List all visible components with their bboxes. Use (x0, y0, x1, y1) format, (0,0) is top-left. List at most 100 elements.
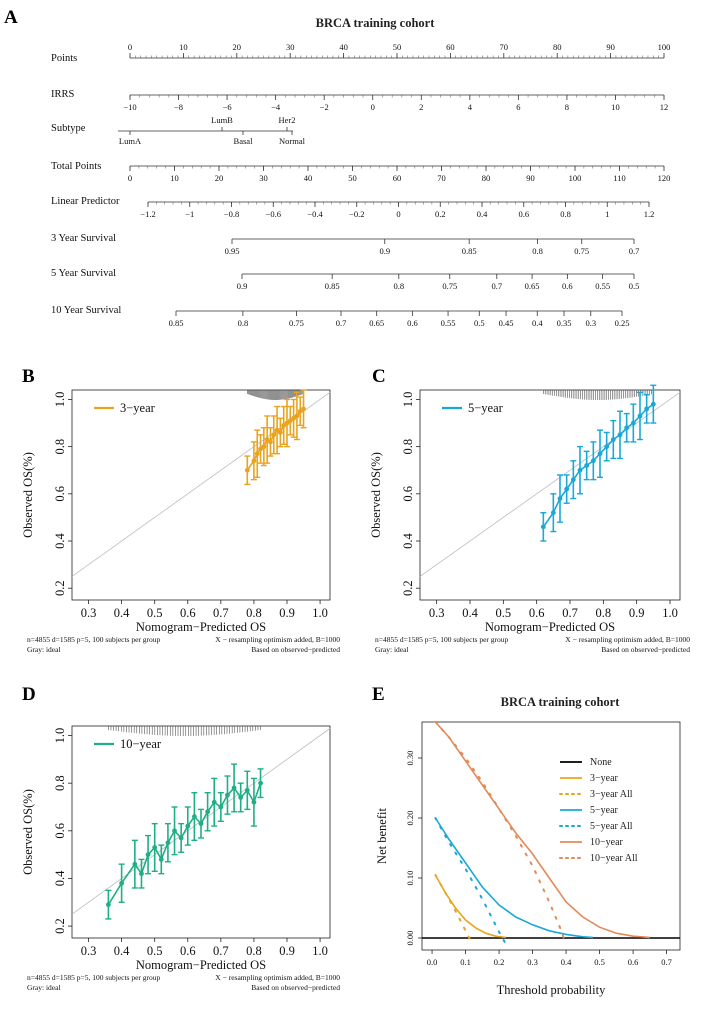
nomogram-tick-label: 0.3 (585, 318, 596, 328)
plot-frame (419, 389, 681, 601)
nomogram-tick-label: 1.2 (644, 209, 655, 219)
x-tick-label: 0.6 (180, 944, 196, 958)
dca-x-tick-label: 0.5 (594, 957, 605, 967)
nomogram-title: BRCA training cohort (316, 16, 436, 30)
nomogram-tick-label: 0.2 (435, 209, 446, 219)
nomogram-tick-label: 8 (565, 102, 569, 112)
footer-note-right-2: Based on observed−predicted (251, 645, 340, 654)
calibration-point (165, 840, 171, 846)
dca-y-tick-label: 0.00 (405, 931, 415, 946)
calibration-point (158, 856, 164, 862)
calibration-point (637, 413, 643, 419)
y-tick-label: 0.8 (401, 439, 415, 455)
footer-note-left-2: Gray: ideal (27, 983, 61, 992)
nomogram-tick-label: 80 (553, 42, 562, 52)
x-tick-label: 0.3 (429, 606, 445, 620)
nomogram-tick-label: −0.6 (266, 209, 281, 219)
nomogram-tick-label: 70 (500, 42, 509, 52)
calibration-point (258, 446, 263, 452)
calibration-point (178, 835, 184, 841)
calibration-point (225, 792, 230, 798)
nomogram-tick-label: −4 (271, 102, 281, 112)
dca-legend-label: 5−year All (590, 821, 633, 832)
dca-x-tick-label: 0.6 (628, 957, 639, 967)
subtype-level-label: LumA (119, 136, 142, 146)
x-tick-label: 1.0 (662, 606, 678, 620)
dca-legend-label: None (590, 757, 612, 768)
calibration-point (281, 422, 287, 428)
calibration-point (617, 432, 623, 438)
dca-x-tick-label: 0.0 (427, 957, 438, 967)
nomogram-tick-label: 70 (437, 173, 446, 183)
footer-note-left-2: Gray: ideal (27, 645, 61, 654)
nomogram-row-label: Total Points (51, 161, 101, 172)
dca-legend-label: 10−year (590, 837, 624, 848)
nomogram-tick-label: 0.65 (369, 318, 384, 328)
y-tick-label: 1.0 (53, 392, 67, 408)
subtype-level-label: Her2 (279, 115, 296, 125)
x-tick-label: 0.5 (147, 944, 163, 958)
calibration-point (264, 437, 270, 442)
nomogram-tick-label: 60 (446, 42, 455, 52)
dca-x-tick-label: 0.1 (460, 957, 471, 967)
calibration-point (297, 408, 303, 414)
x-tick-label: 0.9 (279, 944, 295, 958)
dca-curve (434, 817, 593, 939)
calibration-point (277, 430, 283, 435)
dca-x-tick-label: 0.4 (561, 957, 572, 967)
y-tick-label: 0.4 (401, 532, 415, 548)
calibration-point (584, 463, 590, 468)
y-tick-label: 1.0 (401, 392, 415, 408)
y-tick-label: 0.2 (401, 580, 415, 596)
nomogram-tick-label: 2 (419, 102, 423, 112)
calibration-point (294, 413, 300, 419)
nomogram-tick-label: 90 (606, 42, 615, 52)
plot-frame (71, 389, 331, 601)
nomogram-tick-label: 0.95 (225, 246, 240, 256)
y-axis-label: Observed OS(%) (21, 452, 35, 538)
x-tick-label: 0.3 (81, 944, 97, 958)
nomogram-row-label: 3 Year Survival (51, 233, 116, 244)
nomogram-tick-label: 0.85 (169, 318, 184, 328)
x-tick-label: 1.0 (312, 944, 328, 958)
dca-series-group (422, 722, 680, 945)
footer-note-left: n=4855 d=1585 p=5, 100 subjects per grou… (375, 635, 509, 644)
footer-note-right: X − resampling optimism added, B=1000 (565, 635, 690, 644)
calibration-point (139, 871, 144, 877)
calibration-point (211, 799, 217, 805)
dca-legend-label: 3−year (590, 773, 619, 784)
nomogram-tick-label: 80 (482, 173, 491, 183)
dca-y-tick-label: 0.10 (405, 871, 415, 886)
y-tick-label: 0.6 (53, 823, 67, 839)
nomogram-tick-label: 0.85 (325, 281, 340, 291)
footer-note-right: X − resampling optimism added, B=1000 (215, 635, 340, 644)
x-tick-label: 0.7 (213, 944, 229, 958)
nomogram-tick-label: 0.5 (474, 318, 485, 328)
nomogram-tick-label: 100 (569, 173, 582, 183)
x-tick-label: 0.9 (279, 606, 295, 620)
nomogram-tick-label: −0.2 (349, 209, 364, 219)
nomogram-tick-label: 120 (658, 173, 671, 183)
nomogram-tick-label: 20 (233, 42, 242, 52)
nomogram-row-label: Points (51, 53, 77, 64)
calibration-point (540, 524, 546, 530)
y-tick-label: 1.0 (53, 728, 67, 744)
nomogram-tick-label: 0.75 (442, 281, 457, 291)
x-tick-label: 0.7 (562, 606, 578, 620)
nomogram-tick-label: 110 (613, 173, 625, 183)
nomogram-tick-label: 0.75 (574, 246, 589, 256)
dca-x-tick-label: 0.7 (661, 957, 672, 967)
nomogram-tick-label: 0.8 (560, 209, 571, 219)
calibration-point (650, 401, 656, 407)
calibration-point (231, 785, 237, 791)
nomogram-tick-label: 50 (393, 42, 402, 52)
panel-letter-b: B (22, 366, 35, 387)
nomogram-tick-label: 100 (658, 42, 671, 52)
calibration-point (271, 432, 277, 438)
calibration-point (287, 418, 293, 424)
nomogram-row-label: Subtype (51, 123, 86, 134)
nomogram-tick-label: 0.9 (379, 246, 390, 256)
nomogram-tick-label: −6 (223, 102, 232, 112)
nomogram-tick-label: 0.8 (238, 318, 249, 328)
